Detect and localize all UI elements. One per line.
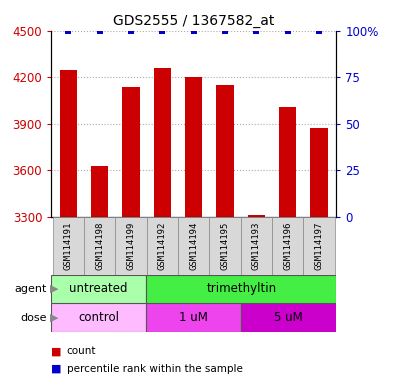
Bar — [122, 87, 139, 217]
Text: GSM114196: GSM114196 — [283, 222, 292, 270]
Text: GSM114193: GSM114193 — [251, 222, 260, 270]
Bar — [178, 217, 209, 275]
Text: untreated: untreated — [69, 283, 128, 295]
Bar — [84, 217, 115, 275]
Bar — [115, 217, 146, 275]
Bar — [310, 129, 327, 217]
Text: ▶: ▶ — [50, 313, 58, 323]
Bar — [146, 217, 178, 275]
Text: 5 uM: 5 uM — [274, 311, 302, 324]
Bar — [153, 68, 171, 217]
Bar — [209, 217, 240, 275]
Bar — [60, 70, 77, 217]
Bar — [303, 217, 334, 275]
Title: GDS2555 / 1367582_at: GDS2555 / 1367582_at — [113, 14, 274, 28]
Text: agent: agent — [15, 284, 47, 294]
Bar — [216, 85, 233, 217]
Text: 1 uM: 1 uM — [179, 311, 208, 324]
Text: ■: ■ — [51, 346, 62, 356]
Text: count: count — [67, 346, 96, 356]
Text: dose: dose — [20, 313, 47, 323]
Text: GSM114198: GSM114198 — [95, 222, 104, 270]
Bar — [91, 166, 108, 217]
Bar — [146, 275, 335, 303]
Text: control: control — [78, 311, 119, 324]
Text: GSM114199: GSM114199 — [126, 222, 135, 270]
Bar — [240, 303, 335, 332]
Text: GSM114195: GSM114195 — [220, 222, 229, 270]
Text: ▶: ▶ — [50, 284, 58, 294]
Text: GSM114197: GSM114197 — [314, 222, 323, 270]
Bar — [53, 217, 84, 275]
Bar — [146, 303, 240, 332]
Text: GSM114191: GSM114191 — [64, 222, 73, 270]
Text: GSM114194: GSM114194 — [189, 222, 198, 270]
Bar — [247, 215, 264, 217]
Bar — [51, 275, 146, 303]
Bar — [240, 217, 271, 275]
Text: trimethyltin: trimethyltin — [206, 283, 276, 295]
Bar — [279, 107, 296, 217]
Bar — [51, 303, 146, 332]
Text: percentile rank within the sample: percentile rank within the sample — [67, 364, 242, 374]
Bar — [271, 217, 303, 275]
Bar — [184, 77, 202, 217]
Text: GSM114192: GSM114192 — [157, 222, 166, 270]
Text: ■: ■ — [51, 364, 62, 374]
